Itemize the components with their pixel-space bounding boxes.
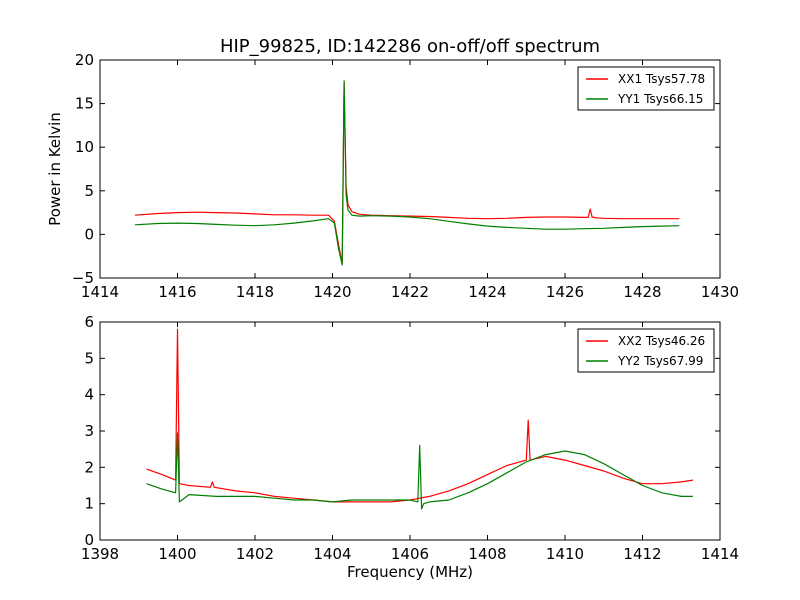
chart-panel-1: 1414 1416 1418 1420 1422 1424 1426 1428 1430 −5 0 5… (46, 51, 739, 301)
x-tick-label: 1400 (158, 545, 196, 563)
legend-box (577, 66, 715, 111)
x-tick-label: 1418 (236, 283, 274, 301)
x-tick-label: 1414 (81, 283, 119, 301)
series-group (146, 328, 693, 510)
y-tick-label: 4 (84, 386, 94, 404)
legend-box (577, 328, 715, 373)
x-axis-title: Frequency (MHz) (347, 563, 473, 581)
chart-panel-2: 1398 1400 1402 1404 1406 1408 1410 1412 1414 0 1 2 3… (81, 313, 739, 581)
x-tick-label: 1412 (623, 545, 661, 563)
y-tick-label: 20 (75, 51, 94, 69)
y-tick-label: 6 (84, 313, 94, 331)
x-tick-label: 1416 (158, 283, 196, 301)
y-tick-label: 3 (84, 422, 94, 440)
x-tick-label: 1406 (391, 545, 429, 563)
x-tick-label: 1404 (313, 545, 351, 563)
series-line-yy2 (146, 432, 693, 510)
plots-group: 1414 1416 1418 1420 1422 1424 1426 1428 1430−505… (46, 51, 739, 581)
x-tick-label: 1420 (313, 283, 351, 301)
y-tick-label: −5 (72, 269, 94, 287)
series-line-xx2 (146, 328, 693, 503)
x-tick-label: 1414 (701, 545, 739, 563)
legend-entry-label: XX1 Tsys57.78 (618, 72, 705, 86)
figure-title: HIP_99825, ID:142286 on-off/off spectrum (220, 36, 600, 57)
y-tick-label: 15 (75, 95, 94, 113)
x-tick-label: 1422 (391, 283, 429, 301)
y-tick-label: 0 (84, 531, 94, 549)
x-tick-label: 1428 (623, 283, 661, 301)
series-line-yy1 (134, 80, 680, 266)
legend: XX2 Tsys46.26 YY2 Tsys67.99 (577, 328, 715, 373)
y-axis-title: Power in Kelvin (46, 112, 64, 226)
y-tick-label: 2 (84, 458, 94, 476)
x-tick-label: 1426 (546, 283, 584, 301)
x-tick-label: 1424 (468, 283, 506, 301)
x-tick-label: 1408 (468, 545, 506, 563)
x-tick-label: 1398 (81, 545, 119, 563)
y-tick-label: 5 (84, 349, 94, 367)
x-tick-label: 1402 (236, 545, 274, 563)
x-tick-label: 1430 (701, 283, 739, 301)
y-tick-label: 5 (84, 182, 94, 200)
legend-entry-label: XX2 Tsys46.26 (618, 334, 705, 348)
y-tick-label: 0 (84, 225, 94, 243)
x-tick-label: 1410 (546, 545, 584, 563)
legend: XX1 Tsys57.78 YY1 Tsys66.15 (577, 66, 715, 111)
series-group (134, 80, 680, 266)
legend-entry-label: YY2 Tsys67.99 (617, 354, 703, 368)
legend-entry-label: YY1 Tsys66.15 (617, 92, 703, 106)
y-tick-label: 10 (75, 138, 94, 156)
y-tick-label: 1 (84, 495, 94, 513)
